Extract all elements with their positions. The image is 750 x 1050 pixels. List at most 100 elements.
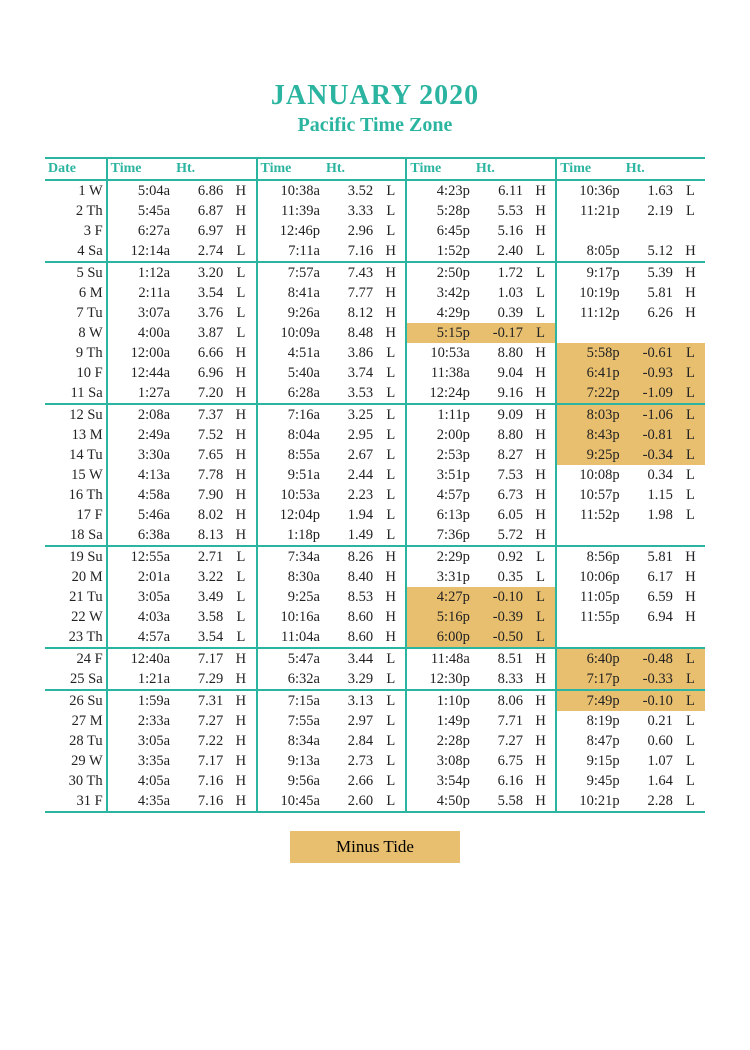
hl-cell: H xyxy=(526,201,556,221)
hl-cell: L xyxy=(526,303,556,323)
height-cell: 3.74 xyxy=(323,363,376,383)
hl-cell: L xyxy=(526,323,556,343)
height-cell: 3.76 xyxy=(173,303,226,323)
table-row: 18 Sa6:38a8.13H1:18p1.49L7:36p5.72H xyxy=(45,525,705,546)
time-cell: 1:12a xyxy=(107,262,173,283)
height-cell: 1.98 xyxy=(623,505,676,525)
date-cell: 8 W xyxy=(45,323,107,343)
hl-cell: H xyxy=(676,607,705,627)
height-cell: 1.03 xyxy=(473,283,526,303)
hl-cell: H xyxy=(526,445,556,465)
height-cell: 6.11 xyxy=(473,180,526,201)
height-cell: 2.44 xyxy=(323,465,376,485)
hl-cell: L xyxy=(226,262,256,283)
height-cell: -0.33 xyxy=(623,669,676,690)
height-cell: 5.81 xyxy=(623,546,676,567)
hl-cell: L xyxy=(376,771,406,791)
time-cell: 10:53a xyxy=(257,485,323,505)
hl-cell: H xyxy=(226,180,256,201)
hl-cell: L xyxy=(376,201,406,221)
time-cell xyxy=(556,525,622,546)
height-cell: 6.66 xyxy=(173,343,226,363)
time-cell: 7:22p xyxy=(556,383,622,404)
height-cell: 5.72 xyxy=(473,525,526,546)
height-cell: 6.86 xyxy=(173,180,226,201)
hl-cell: H xyxy=(676,587,705,607)
height-cell: 5.58 xyxy=(473,791,526,812)
time-cell: 6:40p xyxy=(556,648,622,669)
time-cell: 8:43p xyxy=(556,425,622,445)
height-cell: 5.12 xyxy=(623,241,676,262)
height-cell: 8.80 xyxy=(473,425,526,445)
time-cell: 9:26a xyxy=(257,303,323,323)
time-cell: 5:28p xyxy=(406,201,472,221)
height-cell: 7.78 xyxy=(173,465,226,485)
time-cell: 5:45a xyxy=(107,201,173,221)
hl-cell: H xyxy=(226,343,256,363)
time-cell: 7:16a xyxy=(257,404,323,425)
hl-cell: H xyxy=(526,465,556,485)
hl-cell: H xyxy=(226,221,256,241)
height-cell: 7.16 xyxy=(173,791,226,812)
hl-cell: L xyxy=(376,221,406,241)
time-cell: 6:27a xyxy=(107,221,173,241)
hl-cell: H xyxy=(526,383,556,404)
time-cell: 8:03p xyxy=(556,404,622,425)
time-cell: 1:18p xyxy=(257,525,323,546)
hl-cell: L xyxy=(676,751,705,771)
date-cell: 24 F xyxy=(45,648,107,669)
table-row: 30 Th4:05a7.16H9:56a2.66L3:54p6.16H9:45p… xyxy=(45,771,705,791)
time-cell: 2:11a xyxy=(107,283,173,303)
time-cell: 11:04a xyxy=(257,627,323,648)
height-cell: 9.04 xyxy=(473,363,526,383)
hl-cell: L xyxy=(376,669,406,690)
height-cell: 3.54 xyxy=(173,283,226,303)
height-cell: -1.06 xyxy=(623,404,676,425)
hl-cell: H xyxy=(376,262,406,283)
height-cell: 3.33 xyxy=(323,201,376,221)
height-cell: 3.29 xyxy=(323,669,376,690)
date-cell: 4 Sa xyxy=(45,241,107,262)
table-row: 10 F12:44a6.96H5:40a3.74L11:38a9.04H6:41… xyxy=(45,363,705,383)
hl-cell: H xyxy=(226,751,256,771)
date-cell: 23 Th xyxy=(45,627,107,648)
date-cell: 7 Tu xyxy=(45,303,107,323)
hl-cell: H xyxy=(376,607,406,627)
height-cell: 8.60 xyxy=(323,607,376,627)
height-cell: 6.16 xyxy=(473,771,526,791)
date-cell: 15 W xyxy=(45,465,107,485)
hl-cell: H xyxy=(376,323,406,343)
time-cell: 7:49p xyxy=(556,690,622,711)
table-row: 17 F5:46a8.02H12:04p1.94L6:13p6.05H11:52… xyxy=(45,505,705,525)
height-cell: 7.27 xyxy=(473,731,526,751)
hl-cell: L xyxy=(376,751,406,771)
hl-cell: L xyxy=(676,425,705,445)
hl-cell: H xyxy=(526,363,556,383)
height-cell: 7.20 xyxy=(173,383,226,404)
table-row: 22 W4:03a3.58L10:16a8.60H5:16p-0.39L11:5… xyxy=(45,607,705,627)
time-cell: 8:04a xyxy=(257,425,323,445)
height-cell: 1.64 xyxy=(623,771,676,791)
time-cell: 3:35a xyxy=(107,751,173,771)
hl-cell: L xyxy=(526,587,556,607)
table-row: 24 F12:40a7.17H5:47a3.44L11:48a8.51H6:40… xyxy=(45,648,705,669)
hl-cell: H xyxy=(526,343,556,363)
hl-cell: L xyxy=(676,465,705,485)
date-cell: 12 Su xyxy=(45,404,107,425)
time-cell: 4:35a xyxy=(107,791,173,812)
height-cell: 3.53 xyxy=(323,383,376,404)
time-cell: 2:00p xyxy=(406,425,472,445)
table-row: 13 M2:49a7.52H8:04a2.95L2:00p8.80H8:43p-… xyxy=(45,425,705,445)
hl-cell: L xyxy=(676,363,705,383)
date-cell: 20 M xyxy=(45,567,107,587)
height-cell: 7.90 xyxy=(173,485,226,505)
date-cell: 14 Tu xyxy=(45,445,107,465)
time-cell: 9:45p xyxy=(556,771,622,791)
col-ht-1: Ht. xyxy=(173,158,226,180)
hl-cell: H xyxy=(376,283,406,303)
time-cell: 6:38a xyxy=(107,525,173,546)
hl-cell: H xyxy=(226,505,256,525)
hl-cell: L xyxy=(526,546,556,567)
height-cell: 7.17 xyxy=(173,648,226,669)
height-cell: 1.49 xyxy=(323,525,376,546)
